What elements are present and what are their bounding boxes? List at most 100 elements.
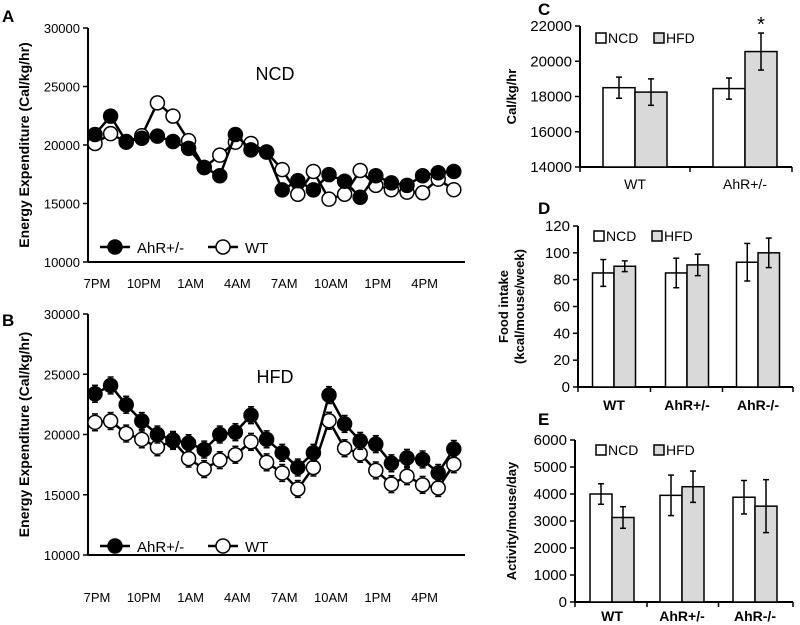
legend-swatch: [653, 32, 665, 44]
data-point: [212, 168, 228, 184]
data-point: [274, 445, 290, 461]
legend-marker: [107, 239, 123, 255]
bar-hfd: [611, 516, 635, 603]
data-point: [274, 161, 290, 178]
chart-title: HFD: [257, 367, 294, 387]
legend-label: NCD: [606, 228, 636, 244]
y-tick-label: 18000: [530, 89, 572, 106]
x-tick-label: 1PM: [364, 276, 391, 291]
data-point: [290, 481, 306, 497]
legend-marker: [215, 239, 231, 255]
bar-hfd: [757, 252, 781, 388]
y-tick-label: 20000: [44, 428, 80, 443]
x-tick-label: 10AM: [314, 590, 348, 605]
data-point: [305, 182, 322, 198]
x-tick-label: 7PM: [84, 590, 111, 605]
x-tick-label: 4PM: [411, 276, 438, 291]
data-point: [321, 387, 337, 403]
legend-label: HFD: [666, 30, 695, 46]
y-tick-label: 40: [553, 325, 570, 342]
bar-ncd: [591, 272, 615, 388]
y-tick-label: 6000: [534, 432, 567, 449]
y-tick-label: 15000: [44, 197, 80, 212]
y-tick-label: 22000: [530, 18, 572, 35]
x-tick-label: 1AM: [177, 590, 204, 605]
data-point: [414, 168, 431, 184]
x-tick-label: 10PM: [127, 276, 161, 291]
data-point: [134, 130, 150, 146]
y-tick-label: 20: [553, 352, 570, 369]
data-point: [399, 177, 415, 194]
x-tick-label: AhR-/-: [737, 397, 779, 413]
y-tick-label: 30000: [44, 307, 80, 322]
data-point: [368, 168, 384, 184]
data-point: [430, 480, 446, 496]
data-point: [414, 477, 431, 493]
data-point: [243, 142, 259, 158]
y-tick-label: 80: [553, 272, 570, 289]
y-tick-label: 100: [545, 245, 570, 262]
data-point: [118, 133, 134, 150]
x-tick-label: 10AM: [314, 276, 348, 291]
y-tick-label: 120: [545, 218, 570, 235]
y-tick-label: 2000: [534, 540, 567, 557]
y-tick-label: 60: [553, 299, 570, 316]
y-axis-label: (kcal/mouse/week): [512, 249, 527, 364]
legend-label: HFD: [664, 228, 693, 244]
data-point: [383, 175, 400, 191]
data-point: [165, 432, 181, 448]
y-tick-label: 20000: [530, 53, 572, 70]
data-point: [321, 191, 337, 207]
legend-swatch: [653, 444, 665, 456]
data-point: [336, 173, 353, 190]
x-tick-label: 4AM: [224, 276, 251, 291]
data-point: [102, 108, 119, 124]
data-point: [414, 184, 431, 201]
y-tick-label: 3000: [534, 513, 567, 530]
data-point: [118, 425, 134, 442]
y-tick-label: 1000: [534, 567, 567, 584]
y-tick-label: 14000: [530, 159, 572, 176]
data-point: [352, 162, 368, 179]
data-point: [368, 436, 384, 452]
data-point: [305, 459, 322, 476]
data-point: [305, 445, 322, 461]
y-tick-label: 10000: [44, 548, 80, 563]
data-point: [258, 454, 275, 471]
x-tick-label: WT: [601, 608, 623, 624]
data-point: [165, 133, 181, 150]
chart-title: NCD: [256, 64, 295, 84]
legend-label: WT: [245, 240, 268, 257]
panel-letter: D: [538, 199, 550, 218]
data-point: [134, 413, 150, 429]
legend-swatch: [593, 230, 605, 242]
x-tick-label: 10PM: [127, 590, 161, 605]
bar-ncd: [602, 86, 636, 168]
data-point: [243, 407, 259, 423]
y-axis-label: Cal/kg/hr: [504, 69, 519, 125]
data-point: [102, 413, 119, 429]
data-point: [430, 164, 446, 181]
data-point: [336, 416, 353, 432]
data-point: [352, 433, 368, 449]
x-tick-label: WT: [603, 397, 625, 413]
data-point: [134, 431, 150, 448]
legend: AhR+/- WT: [100, 538, 268, 556]
bar-hfd: [613, 265, 637, 388]
panel-a: A 10000 15000 20000 25000 30000 Energy Expendi…: [2, 7, 465, 291]
data-point: [274, 182, 290, 198]
legend-swatch: [651, 230, 663, 242]
data-point: [196, 461, 212, 477]
data-point: [368, 462, 384, 479]
legend-label: WT: [245, 539, 268, 556]
data-point: [102, 377, 119, 394]
data-point: [446, 456, 462, 473]
x-tick-label: 7AM: [271, 590, 298, 605]
data-point: [243, 434, 259, 450]
y-tick-label: 25000: [44, 80, 80, 95]
data-point: [149, 95, 166, 111]
y-axis-label: Activity/mouse/day: [504, 461, 519, 580]
y-tick-label: 10000: [44, 255, 80, 270]
x-tick-label: 1PM: [364, 590, 391, 605]
y-tick-label: 0: [559, 594, 567, 611]
